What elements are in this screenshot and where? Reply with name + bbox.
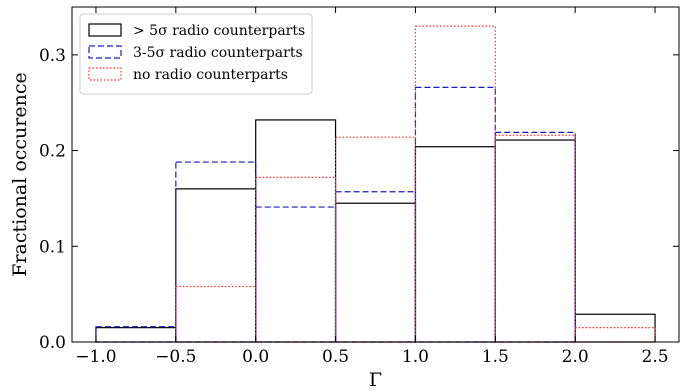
- legend-label: 3-5σ radio counterparts: [133, 45, 303, 61]
- y-tick-label: 0.2: [39, 142, 66, 162]
- x-tick-label: −0.5: [155, 347, 196, 367]
- x-tick-label: 1.0: [402, 347, 429, 367]
- y-tick-label: 0.3: [39, 46, 66, 66]
- histogram-bar: [255, 119, 337, 343]
- x-tick-label: 2.0: [562, 347, 589, 367]
- legend-swatch: [88, 45, 122, 59]
- legend-label: no radio counterparts: [133, 67, 288, 83]
- histogram-bar: [574, 327, 656, 343]
- histogram-bar: [95, 326, 177, 343]
- y-axis-ticks: 0.0 0.1 0.2 0.3: [39, 46, 679, 353]
- x-tick-label: 2.5: [642, 347, 669, 367]
- legend: > 5σ radio counterparts 3-5σ radio count…: [79, 13, 313, 95]
- legend-swatch: [88, 23, 122, 37]
- histogram-bar: [334, 202, 417, 343]
- histogram-bar: [494, 131, 576, 343]
- x-tick-label: 0.5: [322, 347, 349, 367]
- legend-swatch: [88, 67, 122, 81]
- histogram-bar: [494, 139, 576, 343]
- histogram-bar: [255, 176, 337, 343]
- x-tick-label: 1.5: [482, 347, 509, 367]
- plot-frame: [71, 6, 680, 343]
- legend-item: no radio counterparts: [88, 67, 288, 83]
- histogram-bar: [175, 188, 257, 343]
- legend-box: [79, 13, 313, 95]
- y-tick-label: 0.0: [39, 333, 66, 353]
- x-tick-label: 0.0: [242, 347, 269, 367]
- histogram-bar: [414, 25, 496, 343]
- histogram-bar: [255, 206, 337, 343]
- y-axis-label: Fractional occurence: [9, 72, 31, 276]
- x-axis-label: Γ: [369, 369, 382, 391]
- histogram-bar: [334, 191, 417, 343]
- x-axis-ticks: −1.0 −0.5 0.0 0.5 1.0 1.5 2.0 2.5: [75, 7, 669, 367]
- histogram-bar: [334, 136, 417, 343]
- histogram-bar: [494, 134, 576, 343]
- y-tick-label: 0.1: [39, 237, 66, 257]
- legend-item: > 5σ radio counterparts: [88, 23, 305, 39]
- x-tick-label: −1.0: [75, 347, 116, 367]
- legend-item: 3-5σ radio counterparts: [88, 45, 303, 61]
- histogram-bar: [414, 146, 496, 343]
- histogram-bar: [414, 86, 496, 343]
- histogram-bar: [175, 285, 257, 343]
- legend-label: > 5σ radio counterparts: [133, 23, 305, 39]
- histogram-bar: [95, 327, 177, 343]
